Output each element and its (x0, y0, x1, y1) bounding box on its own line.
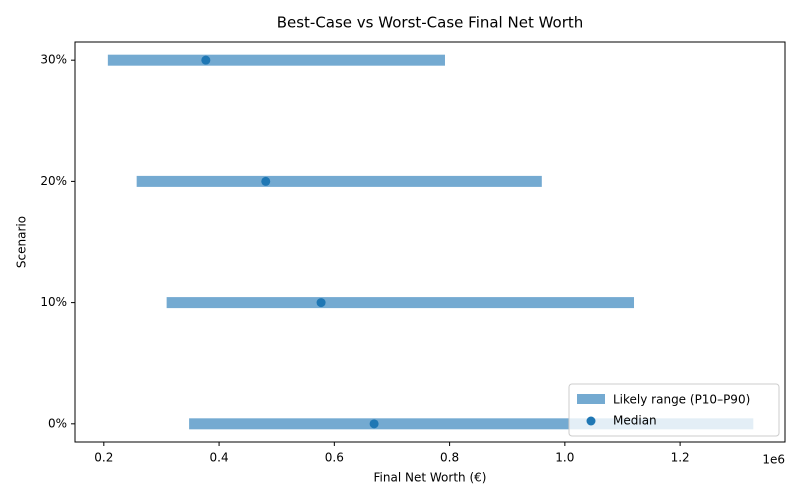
range-bar (166, 297, 635, 309)
median-dot (316, 298, 326, 308)
chart-title: Best-Case vs Worst-Case Final Net Worth (277, 14, 584, 32)
median-dot (201, 55, 211, 65)
x-tick-label: 0.8 (440, 451, 459, 465)
x-offset-label: 1e6 (762, 453, 785, 467)
legend-box (568, 383, 780, 437)
y-tick-label: 0% (48, 416, 67, 430)
y-axis-label: Scenario (15, 216, 29, 268)
median-dot (261, 176, 271, 186)
x-tick-label: 1.0 (555, 451, 574, 465)
x-tick-label: 0.6 (325, 451, 344, 465)
range-bar (136, 175, 542, 187)
x-axis-label: Final Net Worth (€) (374, 471, 487, 485)
x-tick-label: 1.2 (671, 451, 690, 465)
plot-frame (74, 41, 786, 443)
legend-label: Likely range (P10–P90) (613, 393, 750, 407)
median-dot (369, 419, 379, 429)
range-bar (189, 418, 754, 430)
legend-label: Median (613, 414, 657, 428)
y-tick-label: 20% (40, 174, 67, 188)
x-tick-label: 0.4 (210, 451, 229, 465)
legend-swatch (577, 394, 605, 404)
y-tick-label: 10% (40, 295, 67, 309)
range-bar (107, 54, 445, 66)
x-tick-label: 0.2 (94, 451, 113, 465)
y-tick-label: 30% (40, 53, 67, 67)
legend-marker (586, 416, 596, 426)
